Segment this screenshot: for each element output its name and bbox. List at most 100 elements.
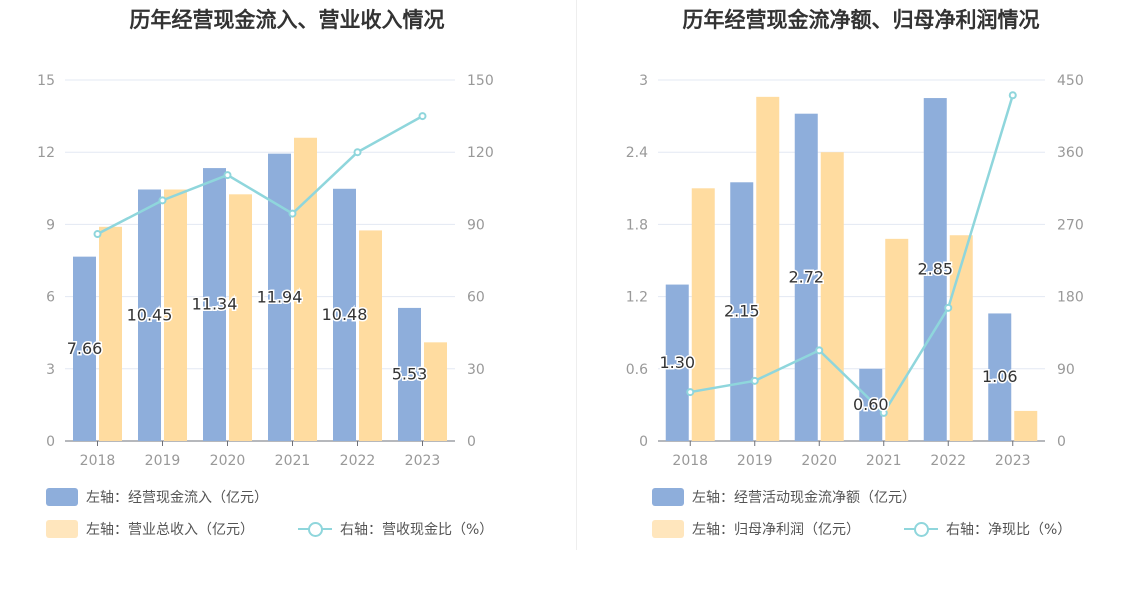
line-series-3 <box>96 115 424 236</box>
bar-series-1 <box>138 189 161 441</box>
line-point <box>93 230 102 239</box>
bar-series-2 <box>99 226 122 441</box>
bar-series-1 <box>923 98 947 442</box>
bar-series-1 <box>859 368 883 441</box>
line-point <box>815 346 824 355</box>
line-series-3 <box>690 94 1014 415</box>
y-right-tick-label: 150 <box>467 73 494 89</box>
y-right-tick-label: 0 <box>467 434 476 450</box>
y-right-tick-label: 90 <box>467 217 485 233</box>
legend-label: 左轴：经营活动现金流净额（亿元） <box>692 490 916 506</box>
panel-divider <box>576 0 577 550</box>
legend-item-series-1[interactable]: 左轴：经营现金流入（亿元） <box>46 487 268 507</box>
chart-title: 历年经营现金流净额、归母净利润情况 <box>682 8 1040 32</box>
bar-series-2 <box>229 194 252 441</box>
bar-series-2 <box>691 188 715 441</box>
y-left-tick-label: 0 <box>46 434 55 450</box>
legend-swatch-blue <box>652 488 684 506</box>
line-point <box>686 388 695 397</box>
bar-series-1 <box>333 188 356 441</box>
y-left-tick-label: 9 <box>46 217 55 233</box>
line-point <box>944 303 953 312</box>
bar-series-2 <box>756 96 780 441</box>
data-label: 0.60 <box>853 395 889 414</box>
y-right-tick-label: 120 <box>467 145 494 161</box>
bar-series-2 <box>885 238 909 441</box>
legend-item-series-1[interactable]: 左轴：经营活动现金流净额（亿元） <box>652 487 916 507</box>
bar-series-1 <box>73 256 96 441</box>
bar-series-1 <box>268 153 291 442</box>
data-label: 1.30 <box>659 353 695 372</box>
data-label: 11.94 <box>257 287 303 306</box>
line-point <box>288 209 297 218</box>
bar-series-2 <box>359 230 382 441</box>
legend-label: 左轴：归母净利润（亿元） <box>692 522 860 538</box>
data-label: 2.72 <box>788 267 824 286</box>
data-label: 10.48 <box>322 305 368 324</box>
chart-title: 历年经营现金流入、营业收入情况 <box>129 8 445 32</box>
legend-label: 左轴：营业总收入（亿元） <box>86 522 254 538</box>
y-left-tick-label: 12 <box>37 145 55 161</box>
x-tick-label: 2019 <box>145 453 181 469</box>
y-left-tick-label: 1.8 <box>626 217 648 233</box>
y-left-tick-label: 3 <box>46 362 55 378</box>
legend-line-marker-icon <box>298 520 332 538</box>
y-right-tick-label: 0 <box>1057 434 1066 450</box>
y-left-tick-label: 3 <box>639 73 648 89</box>
bar-series-2 <box>820 152 844 441</box>
x-tick-label: 2023 <box>405 453 441 469</box>
bar-series-1 <box>203 168 226 442</box>
data-label: 1.06 <box>982 367 1018 386</box>
x-tick-label: 2020 <box>801 453 837 469</box>
chart-canvas-right: 0 0 0.6 90 1.2 180 1.8 270 2.4 360 3 450 2018 2019 202… <box>626 73 1084 469</box>
y-right-tick-label: 30 <box>467 362 485 378</box>
legend-item-series-3[interactable]: 右轴：营收现金比（%） <box>298 519 493 539</box>
x-tick-label: 2018 <box>672 453 708 469</box>
line-point <box>879 408 888 417</box>
x-tick-label: 2021 <box>866 453 902 469</box>
data-label: 10.45 <box>127 305 173 324</box>
bar-series-1 <box>665 284 689 441</box>
x-tick-label: 2021 <box>275 453 311 469</box>
legend-label: 右轴：净现比（%） <box>946 522 1072 538</box>
legend-item-series-2[interactable]: 左轴：营业总收入（亿元） <box>46 519 254 539</box>
bar-series-2 <box>294 137 317 441</box>
chart-panel-right: 历年经营现金流净额、归母净利润情况 0 0 0.6 90 1.2 180 1.8 270 2.4… <box>574 0 1148 589</box>
y-left-tick-label: 0.6 <box>626 362 648 378</box>
data-label: 7.66 <box>67 339 103 358</box>
bar-series-1 <box>988 313 1012 441</box>
line-point <box>1008 91 1017 100</box>
chart-canvas-left: 0 0 3 30 6 60 9 90 12 120 15 150 2018 2019 2020 2021 202… <box>37 73 494 469</box>
data-label: 5.53 <box>392 364 428 383</box>
y-right-tick-label: 180 <box>1057 290 1084 306</box>
legend-line-marker-icon <box>904 520 938 538</box>
bar-series-1 <box>730 182 754 442</box>
x-tick-label: 2023 <box>995 453 1031 469</box>
y-right-tick-label: 450 <box>1057 73 1084 89</box>
legend-item-series-2[interactable]: 左轴：归母净利润（亿元） <box>652 519 860 539</box>
y-left-tick-label: 6 <box>46 290 55 306</box>
chart-panel-left: 历年经营现金流入、营业收入情况 0 0 3 30 6 60 9 90 12 120 15 150 201… <box>37 8 494 539</box>
x-tick-label: 2022 <box>340 453 376 469</box>
x-tick-label: 2022 <box>930 453 966 469</box>
legend-label: 右轴：营收现金比（%） <box>340 522 494 538</box>
legend-swatch-orange <box>652 520 684 538</box>
x-tick-label: 2018 <box>80 453 116 469</box>
x-tick-label: 2019 <box>737 453 773 469</box>
legend-label: 左轴：经营现金流入（亿元） <box>86 490 268 506</box>
y-right-tick-label: 60 <box>467 290 485 306</box>
legend-item-series-3[interactable]: 右轴：净现比（%） <box>904 519 1071 539</box>
y-left-tick-label: 2.4 <box>626 145 648 161</box>
line-point <box>353 148 362 157</box>
line-point <box>223 171 232 180</box>
y-right-tick-label: 270 <box>1057 217 1084 233</box>
line-point <box>750 376 759 385</box>
line-point <box>418 112 427 121</box>
bar-series-2 <box>164 189 187 441</box>
bar-series-2 <box>1014 410 1038 441</box>
y-left-tick-label: 0 <box>639 434 648 450</box>
y-left-tick-label: 1.2 <box>626 290 648 306</box>
bar-series-2 <box>424 342 447 441</box>
data-label: 2.85 <box>917 260 953 279</box>
line-point <box>158 196 167 205</box>
